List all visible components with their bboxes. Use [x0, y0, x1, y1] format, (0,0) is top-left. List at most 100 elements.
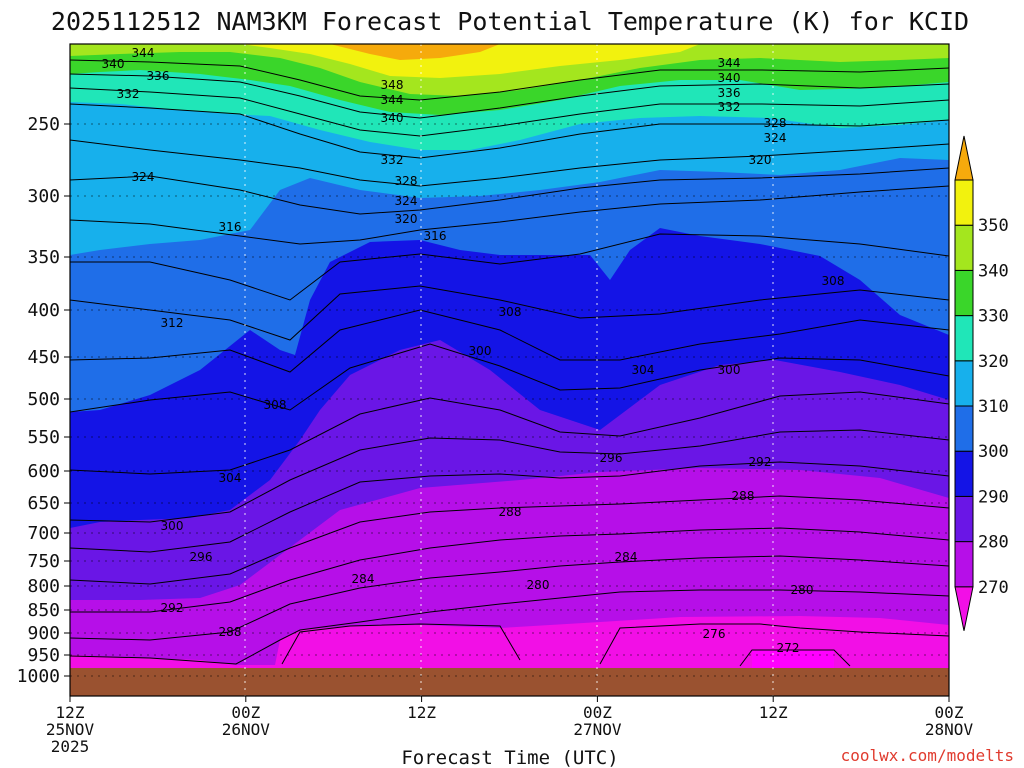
contour-label: 292 [749, 455, 772, 469]
contour-label: 344 [132, 46, 155, 60]
contour-label: 300 [718, 363, 741, 377]
colorbar-swatch [954, 315, 974, 362]
y-tick-label: 500 [27, 389, 60, 410]
x-tick-label: 28NOV [925, 720, 974, 739]
colorbar-label: 300 [978, 442, 1009, 462]
colorbar-label: 310 [978, 397, 1009, 417]
y-tick-label: 800 [27, 576, 60, 597]
y-tick-label: 250 [27, 114, 60, 135]
contour-label: 336 [718, 86, 741, 100]
isentrope-line [70, 429, 949, 523]
isentrope-line [739, 649, 851, 667]
x-tick-label: 26NOV [222, 720, 271, 739]
contour-label: 308 [264, 398, 287, 412]
isentrope-line [70, 87, 949, 137]
y-axis: 2503003504004505005506006507007508008509… [17, 114, 70, 687]
plot-frame [69, 43, 950, 697]
contour-label: 280 [527, 578, 550, 592]
colorbar-swatch [954, 586, 974, 631]
contour-label: 308 [822, 274, 845, 288]
contour-label: 300 [469, 344, 492, 358]
contour-label: 288 [219, 625, 242, 639]
y-tick-label: 900 [27, 623, 60, 644]
x-tick-label: 12Z [407, 703, 436, 722]
colorbar-label: 320 [978, 352, 1009, 372]
y-tick-label: 400 [27, 300, 60, 321]
isentrope-line [70, 391, 949, 475]
isentrope-line [70, 103, 949, 159]
contour-label: 296 [190, 550, 213, 564]
colorbar-swatch [954, 179, 974, 226]
colorbar-swatch [954, 269, 974, 317]
contour-label: 340 [718, 71, 741, 85]
isentrope-line [70, 495, 949, 585]
colorbar-swatch [954, 450, 974, 497]
contour-label: 288 [499, 505, 522, 519]
y-tick-label: 650 [27, 493, 60, 514]
isentrope-line [70, 343, 949, 413]
contour-label: 340 [102, 57, 125, 71]
contour-label: 344 [718, 56, 741, 70]
isentrope-line [599, 623, 949, 665]
contour-label: 320 [749, 153, 772, 167]
isentrope-line [70, 185, 949, 245]
contour-label: 328 [764, 116, 787, 130]
contour-label: 276 [703, 627, 726, 641]
y-tick-label: 600 [27, 461, 60, 482]
contour-label: 324 [395, 194, 418, 208]
colorbar-label: 330 [978, 307, 1009, 327]
y-tick-label: 450 [27, 347, 60, 368]
contour-label: 332 [718, 100, 741, 114]
y-tick-label: 750 [27, 551, 60, 572]
contour-label: 316 [219, 220, 242, 234]
x-tick-label: 12Z [56, 703, 85, 722]
contour-label: 332 [117, 87, 140, 101]
band-355 [330, 44, 500, 60]
contour-label: 324 [132, 170, 155, 184]
contour-label: 332 [381, 153, 404, 167]
contour-label: 300 [161, 519, 184, 533]
band-350 [240, 44, 700, 78]
x-tick-label: 00Z [935, 703, 964, 722]
contour-label: 308 [499, 305, 522, 319]
y-tick-label: 700 [27, 523, 60, 544]
y-tick-label: 1000 [17, 666, 60, 687]
y-tick-label: 850 [27, 600, 60, 621]
contour-label: 328 [395, 174, 418, 188]
colorbar-label: 290 [978, 487, 1009, 507]
y-tick-label: 550 [27, 427, 60, 448]
contour-label: 340 [381, 111, 404, 125]
x-axis-label: Forecast Time (UTC) [401, 747, 618, 768]
colorbar-label: 270 [978, 578, 1009, 598]
contour-label: 320 [395, 212, 418, 226]
ground [70, 668, 949, 696]
colorbar-label: 340 [978, 261, 1009, 281]
chart-title: 2025112512 NAM3KM Forecast Potential Tem… [51, 7, 969, 36]
x-tick-label: 00Z [231, 703, 260, 722]
isentrope-line [70, 589, 949, 665]
colorbar-swatch [954, 224, 974, 271]
isentrope-line [70, 527, 949, 613]
contour-label: 304 [219, 471, 242, 485]
contour-field [70, 44, 949, 696]
isentrope-line [70, 233, 949, 301]
contour-label: 288 [732, 489, 755, 503]
colorbar: 270 280 290 300 310 320 330 340 350 [954, 135, 1009, 631]
colorbar-swatch [954, 541, 974, 588]
x-tick-label: 12Z [759, 703, 788, 722]
colorbar-swatch [954, 135, 974, 181]
isentrope-line [70, 309, 949, 373]
x-tick-label: 00Z [583, 703, 612, 722]
colorbar-label: 350 [978, 216, 1009, 236]
colorbar-label: 280 [978, 533, 1009, 553]
x-tick-label: 25NOV [46, 720, 95, 739]
isentrope-line [70, 73, 949, 119]
contour-label: 344 [381, 93, 404, 107]
contour-label: 292 [161, 601, 184, 615]
isentrope-line [70, 59, 949, 101]
credit-link[interactable]: coolwx.com/modelts [841, 746, 1014, 765]
contour-label: 316 [424, 229, 447, 243]
contour-label: 348 [381, 78, 404, 92]
contour-label: 312 [161, 316, 184, 330]
